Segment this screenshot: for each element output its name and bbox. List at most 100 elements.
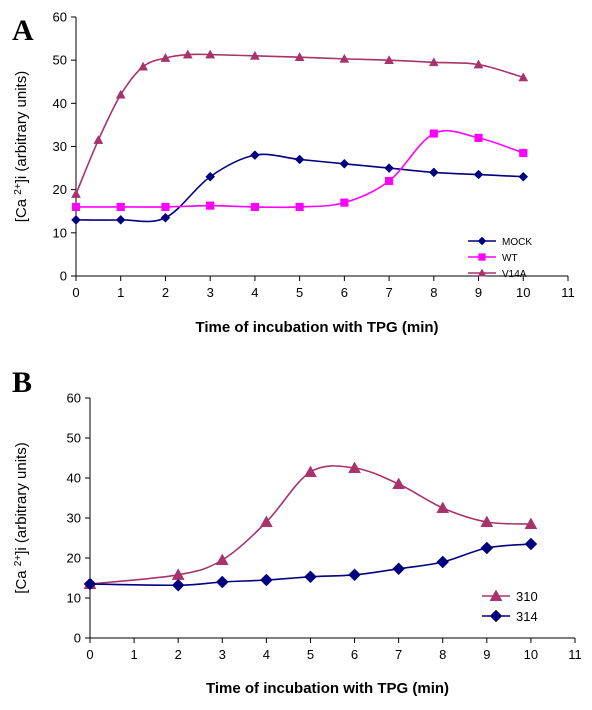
- panel-label: A: [12, 14, 34, 47]
- data-point-wt: [385, 176, 394, 186]
- legend-marker: [478, 253, 486, 261]
- x-tick-label: 0: [86, 647, 93, 662]
- data-point-wt: [429, 129, 438, 138]
- chart-panel-a: A 0 10 20 30 40 50 60 0 1 2 3 4 5 6 7 8 9 10 11 Time of incu…: [12, 10, 575, 337]
- data-point-314: [215, 575, 229, 589]
- y-axis-title-superscript: 2+: [13, 183, 24, 195]
- data-point-v14a: [115, 89, 126, 99]
- y-tick-label: 0: [74, 631, 81, 646]
- x-tick-label: 2: [162, 285, 169, 300]
- y-tick-label: 30: [53, 139, 67, 154]
- x-tick-label: 10: [516, 285, 530, 300]
- data-point-v14a: [71, 188, 81, 198]
- x-tick-label: 3: [207, 285, 214, 300]
- data-point-310: [392, 477, 406, 490]
- data-point-314: [392, 562, 405, 576]
- x-tick-label: 6: [351, 647, 358, 662]
- data-point-310: [304, 465, 317, 478]
- legend-label: WT: [502, 253, 518, 264]
- series-310: [83, 461, 538, 590]
- data-point-v14a: [339, 53, 350, 63]
- y-axis-title-part: ]i (arbitrary units): [13, 442, 30, 555]
- y-tick-label: 50: [53, 53, 67, 68]
- data-point-mock: [294, 154, 305, 165]
- data-point-mock: [160, 212, 171, 223]
- x-tick-label: 5: [307, 647, 314, 662]
- data-point-314: [480, 541, 494, 555]
- data-point-wt: [519, 148, 528, 158]
- series-line-mock: [75, 153, 524, 223]
- y-tick-label: 40: [67, 471, 81, 486]
- x-tick-label: 0: [72, 285, 79, 300]
- y-tick-label: 0: [60, 269, 67, 284]
- data-point-wt: [474, 133, 483, 142]
- y-axis-title: [Ca 2+]i (arbitrary units): [13, 71, 31, 222]
- x-tick-label: 11: [568, 647, 582, 662]
- data-point-v14a: [249, 50, 260, 60]
- x-axis-title: Time of incubation with TPG (min): [195, 319, 438, 336]
- series-314: [83, 537, 538, 592]
- legend: MOCK WT V14A: [468, 236, 532, 280]
- x-tick-label: 4: [263, 647, 270, 662]
- data-point-wt: [340, 198, 349, 207]
- data-point-310: [524, 517, 538, 530]
- x-tick-label: 5: [296, 285, 303, 300]
- y-tick-label: 60: [53, 10, 67, 25]
- series-line-wt: [76, 129, 524, 209]
- x-tick-label: 7: [385, 285, 392, 300]
- data-point-314: [171, 578, 185, 592]
- data-point-v14a: [160, 52, 171, 62]
- y-axis-title-superscript: 2+: [13, 555, 24, 567]
- data-point-wt: [206, 201, 215, 210]
- data-point-wt: [161, 202, 170, 212]
- y-tick-label: 10: [67, 591, 81, 606]
- data-point-314: [524, 537, 538, 551]
- y-tick-label: 20: [53, 182, 67, 197]
- y-tick-label: 30: [67, 511, 81, 526]
- data-point-310: [480, 515, 494, 528]
- data-point-314: [348, 568, 361, 582]
- legend-marker: [477, 268, 487, 277]
- data-point-v14a: [428, 57, 439, 67]
- data-point-v14a: [138, 61, 149, 71]
- y-tick-label: 60: [67, 391, 81, 406]
- data-point-v14a: [518, 72, 529, 82]
- x-axis-title: Time of incubation with TPG (min): [206, 680, 449, 697]
- data-point-wt: [250, 202, 259, 212]
- x-tick-label: 11: [561, 285, 575, 300]
- x-tick-label: 9: [483, 647, 490, 662]
- x-tick-label: 10: [524, 647, 538, 662]
- x-tick-label: 6: [341, 285, 348, 300]
- legend-marker: [489, 589, 503, 602]
- series-wt: [71, 129, 528, 212]
- y-tick-label: 20: [67, 551, 81, 566]
- x-tick-label: 2: [175, 647, 182, 662]
- legend-label: V14A: [502, 269, 527, 280]
- data-point-wt: [71, 202, 81, 212]
- data-point-v14a: [182, 49, 193, 59]
- data-point-mock: [250, 150, 260, 160]
- data-point-v14a: [294, 52, 305, 61]
- y-axis-title-part: ]i (arbitrary units): [13, 71, 30, 184]
- x-tick-label: 1: [117, 285, 124, 300]
- data-point-mock: [339, 158, 350, 169]
- data-point-wt: [295, 202, 304, 212]
- series-line-310: [89, 465, 531, 585]
- data-point-314: [304, 570, 317, 584]
- data-point-v14a: [384, 55, 395, 65]
- data-point-v14a: [473, 59, 484, 69]
- data-point-mock: [518, 171, 529, 182]
- y-tick-label: 40: [53, 96, 67, 111]
- x-tick-label: 8: [439, 647, 446, 662]
- data-point-314: [260, 573, 273, 587]
- x-tick-label: 8: [430, 285, 437, 300]
- legend-label: 314: [516, 609, 538, 624]
- data-point-v14a: [205, 49, 216, 59]
- data-point-mock: [71, 215, 81, 225]
- x-tick-label: 3: [219, 647, 226, 662]
- data-point-mock: [384, 163, 394, 173]
- legend-label: MOCK: [502, 237, 532, 248]
- y-axis-title: [Ca 2+]i (arbitrary units): [13, 442, 31, 593]
